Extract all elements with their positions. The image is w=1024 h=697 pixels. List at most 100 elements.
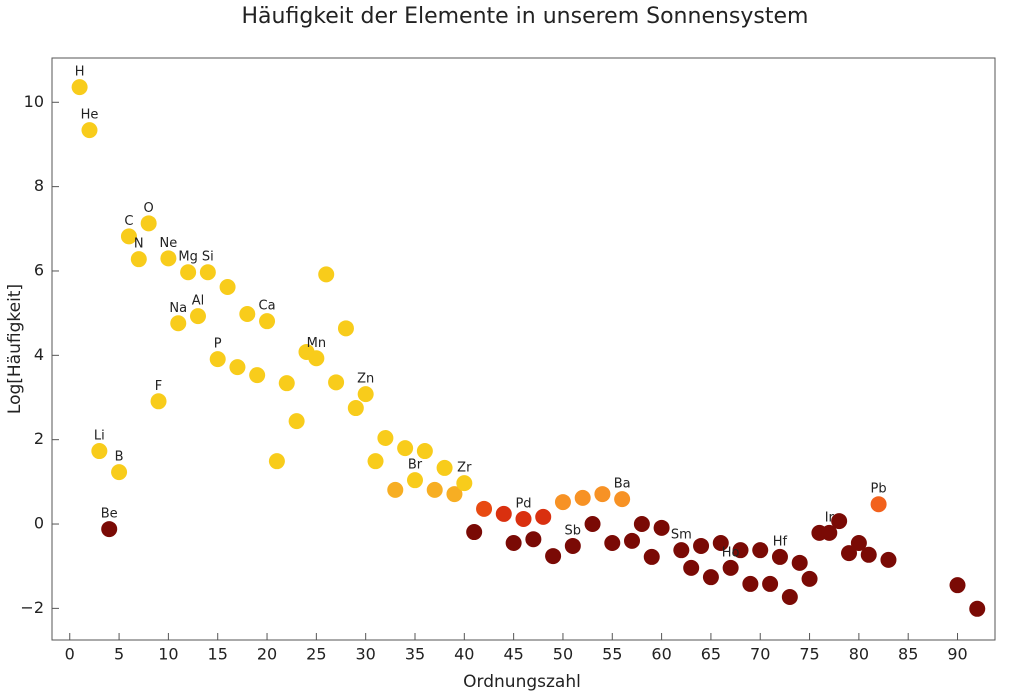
- point-label: He: [81, 108, 99, 123]
- x-tick-label: 25: [306, 645, 326, 664]
- point: [120, 228, 137, 245]
- x-tick-label: 65: [701, 645, 721, 664]
- point-label: Ca: [259, 299, 276, 314]
- y-tick-label: 10: [24, 92, 44, 111]
- x-tick-label: 35: [405, 645, 425, 664]
- x-tick-label: 10: [158, 645, 178, 664]
- point: [604, 535, 621, 551]
- point: [199, 264, 216, 281]
- point: [367, 453, 384, 470]
- point: [170, 315, 187, 332]
- point: [554, 494, 571, 511]
- point: [229, 359, 246, 376]
- x-tick-label: 85: [898, 645, 918, 664]
- point: [476, 500, 493, 517]
- point: [91, 443, 108, 460]
- point-label: H: [75, 65, 85, 80]
- point: [466, 524, 483, 541]
- x-tick-label: 5: [114, 645, 124, 664]
- point: [752, 542, 769, 559]
- point: [249, 367, 266, 384]
- point-label: Ho: [722, 545, 740, 560]
- point-label: Pd: [515, 496, 531, 511]
- plot-frame: [51, 57, 996, 641]
- point: [209, 351, 226, 368]
- point: [259, 313, 276, 330]
- point: [130, 251, 147, 268]
- point: [850, 535, 867, 551]
- point: [574, 489, 591, 506]
- point-label: Ba: [614, 477, 631, 492]
- point-label: Al: [192, 294, 205, 309]
- point: [821, 524, 838, 541]
- point: [614, 491, 631, 508]
- point: [801, 570, 818, 587]
- x-tick-label: 75: [799, 645, 819, 664]
- point: [347, 400, 364, 417]
- point-label: Hf: [773, 534, 788, 549]
- point: [150, 393, 167, 410]
- y-tick-label: 2: [34, 429, 44, 448]
- point: [189, 308, 206, 325]
- point: [525, 531, 542, 548]
- point: [81, 122, 98, 139]
- point: [71, 79, 88, 96]
- point: [180, 264, 197, 281]
- point: [387, 481, 404, 498]
- point: [377, 429, 394, 446]
- point: [308, 350, 325, 367]
- point: [693, 537, 710, 554]
- point: [416, 443, 433, 460]
- point-label: Zr: [457, 461, 472, 476]
- point: [219, 279, 236, 296]
- x-tick-label: 90: [947, 645, 967, 664]
- x-tick-label: 60: [651, 645, 671, 664]
- point: [239, 305, 256, 322]
- y-tick-label: 0: [34, 514, 44, 533]
- point-label: Li: [94, 429, 105, 444]
- point: [712, 535, 729, 551]
- point-label: Be: [101, 507, 118, 522]
- point: [268, 453, 285, 470]
- point-label: Mn: [307, 336, 326, 351]
- point: [357, 386, 374, 403]
- point: [436, 459, 453, 476]
- point-label: Sm: [671, 528, 692, 543]
- point: [949, 577, 966, 594]
- point: [160, 250, 177, 267]
- x-tick-label: 15: [208, 645, 228, 664]
- point: [535, 508, 552, 525]
- point: [673, 542, 690, 559]
- point: [426, 481, 443, 498]
- point: [702, 569, 719, 586]
- point: [545, 548, 562, 565]
- y-tick-label: 6: [34, 260, 44, 279]
- point: [742, 575, 759, 592]
- point: [791, 554, 808, 571]
- x-tick-label: 30: [355, 645, 375, 664]
- point: [446, 486, 463, 503]
- point-label: P: [214, 337, 222, 352]
- point: [495, 505, 512, 522]
- x-tick-label: 40: [454, 645, 474, 664]
- point: [456, 475, 473, 492]
- point: [515, 510, 532, 527]
- point: [870, 496, 887, 513]
- point: [328, 374, 345, 391]
- y-axis-label: Log[Häufigkeit]: [5, 284, 25, 414]
- point: [643, 548, 660, 565]
- point-label: Br: [408, 458, 423, 473]
- point: [653, 519, 670, 536]
- point: [101, 521, 118, 538]
- point: [505, 535, 522, 551]
- point: [564, 537, 581, 554]
- point: [781, 588, 798, 605]
- point: [278, 375, 295, 392]
- point-label: Mg: [178, 250, 197, 265]
- x-tick-label: 50: [553, 645, 573, 664]
- point-label: Si: [202, 250, 214, 265]
- point: [624, 532, 641, 549]
- point-label: Ne: [160, 236, 178, 251]
- point-label: Sb: [565, 523, 582, 538]
- point: [406, 472, 423, 489]
